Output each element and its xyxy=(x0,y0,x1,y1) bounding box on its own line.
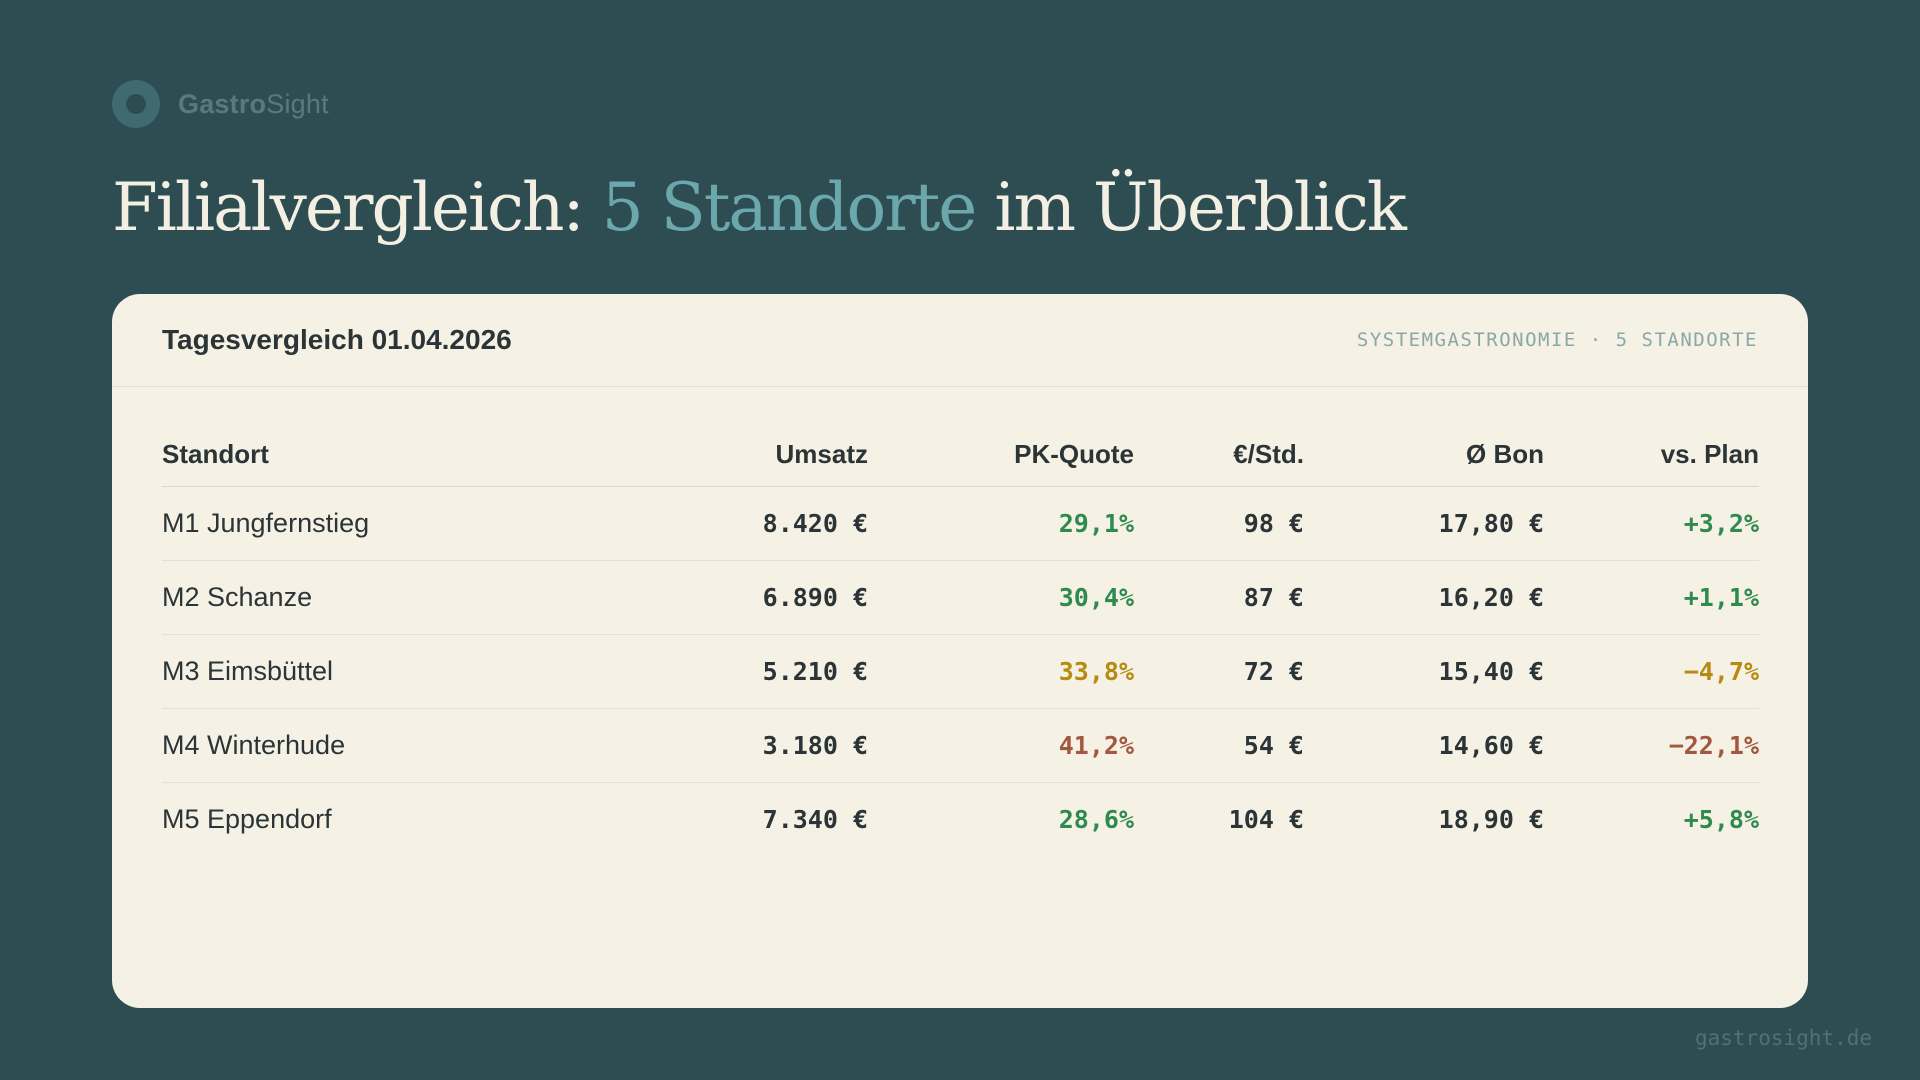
cell-eur-std: 104 € xyxy=(1228,805,1304,834)
cell-vs-plan: +1,1% xyxy=(1544,560,1759,635)
cell-standort: M1 Jungfernstieg xyxy=(162,486,584,561)
cell-umsatz: 6.890 € xyxy=(584,560,868,635)
table-row: M4 Winterhude 3.180 € 41,2% 54 € 14,60 €… xyxy=(162,708,1759,783)
column-header-eur-std: €/Std. xyxy=(1134,422,1304,487)
cell-vs-plan: +5,8% xyxy=(1683,805,1759,834)
cell-pk-quote: 30,4% xyxy=(868,560,1134,635)
cell-umsatz: 7.340 € xyxy=(762,805,868,834)
cell-eur-std: 72 € xyxy=(1134,634,1304,709)
cell-bon: 17,80 € xyxy=(1304,486,1544,561)
cell-eur-std: 54 € xyxy=(1134,708,1304,783)
card-tag: SYSTEMGASTRONOMIE · 5 STANDORTE xyxy=(1356,329,1758,351)
cell-vs-plan: +3,2% xyxy=(1544,486,1759,561)
comparison-card: Tagesvergleich 01.04.2026 SYSTEMGASTRONO… xyxy=(112,294,1808,1008)
cell-pk-quote: 41,2% xyxy=(868,708,1134,783)
cell-standort: M3 Eimsbüttel xyxy=(162,634,584,709)
cell-vs-plan: −4,7% xyxy=(1544,634,1759,709)
cell-bon: 14,60 € xyxy=(1304,708,1544,783)
table-row: M2 Schanze 6.890 € 30,4% 87 € 16,20 € +1… xyxy=(162,560,1759,635)
card-header: Tagesvergleich 01.04.2026 SYSTEMGASTRONO… xyxy=(112,294,1808,387)
cell-umsatz: 3.180 € xyxy=(584,708,868,783)
cell-vs-plan: −22,1% xyxy=(1544,708,1759,783)
cell-standort: M4 Winterhude xyxy=(162,708,584,783)
table-row: M5 Eppendorf 7.340 € 28,6% 104 € 18,90 €… xyxy=(162,783,1759,857)
page-title-prefix: Filialvergleich: xyxy=(112,169,602,246)
cell-standort: M5 Eppendorf xyxy=(162,804,332,834)
brand-name: GastroSight xyxy=(178,89,329,120)
card-title: Tagesvergleich 01.04.2026 xyxy=(162,324,512,355)
column-header-umsatz: Umsatz xyxy=(584,422,868,487)
cell-eur-std: 87 € xyxy=(1134,560,1304,635)
page-title-suffix: im Überblick xyxy=(975,169,1407,246)
table-header-row: Standort Umsatz PK-Quote €/Std. Ø Bon vs… xyxy=(162,422,1759,487)
cell-bon: 18,90 € xyxy=(1438,805,1544,834)
location-comparison-table: Standort Umsatz PK-Quote €/Std. Ø Bon vs… xyxy=(162,422,1759,856)
cell-pk-quote: 29,1% xyxy=(868,486,1134,561)
cell-eur-std: 98 € xyxy=(1134,486,1304,561)
ring-logo-icon xyxy=(112,80,160,128)
footer-url: gastrosight.de xyxy=(1694,1026,1872,1050)
cell-pk-quote: 28,6% xyxy=(1058,805,1134,834)
column-header-pk-quote: PK-Quote xyxy=(868,422,1134,487)
cell-bon: 16,20 € xyxy=(1304,560,1544,635)
page-title-accent: 5 Standorte xyxy=(601,169,978,246)
column-header-standort: Standort xyxy=(162,422,584,487)
brand-logo: GastroSight xyxy=(112,80,329,128)
cell-bon: 15,40 € xyxy=(1304,634,1544,709)
cell-standort: M2 Schanze xyxy=(162,560,584,635)
table-row: M3 Eimsbüttel 5.210 € 33,8% 72 € 15,40 €… xyxy=(162,634,1759,709)
brand-name-light: Sight xyxy=(266,88,329,119)
brand-name-bold: Gastro xyxy=(178,88,267,119)
table-row: M1 Jungfernstieg 8.420 € 29,1% 98 € 17,8… xyxy=(162,486,1759,561)
cell-umsatz: 5.210 € xyxy=(584,634,868,709)
cell-umsatz: 8.420 € xyxy=(584,486,868,561)
column-header-vs-plan: vs. Plan xyxy=(1544,422,1759,487)
page-title: Filialvergleich: 5 Standorte im Überblic… xyxy=(112,168,1407,248)
cell-pk-quote: 33,8% xyxy=(868,634,1134,709)
column-header-bon: Ø Bon xyxy=(1304,422,1544,487)
